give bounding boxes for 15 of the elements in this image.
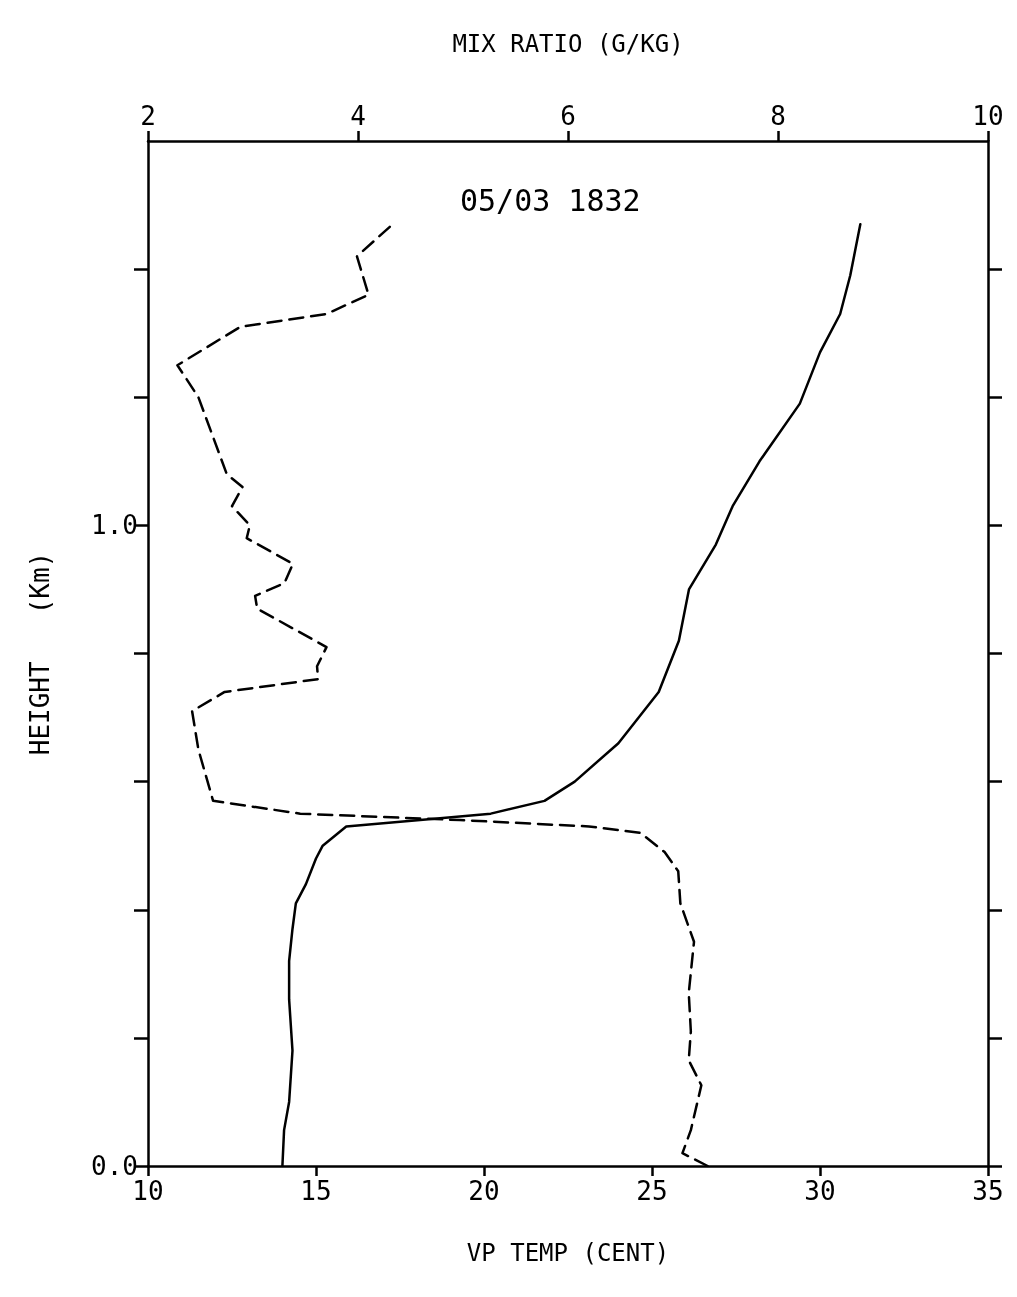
- x2-axis-title: MIX RATIO (G/KG): [452, 30, 684, 58]
- x-tick-label: 15: [300, 1176, 332, 1206]
- x2-tick-label: 6: [560, 101, 576, 131]
- x-tick-label: 30: [804, 1176, 836, 1206]
- x2-tick-label: 10: [972, 101, 1004, 131]
- x-tick-label: 25: [636, 1176, 668, 1206]
- text: 05/03 1832: [460, 182, 641, 218]
- x2-tick-label: 8: [770, 101, 786, 131]
- x-tick-label: 20: [468, 1176, 500, 1206]
- y-axis-title: HEIGHT (Km): [25, 551, 55, 756]
- y-tick-label: 1.0: [91, 510, 138, 541]
- x-axis-title: VP TEMP (CENT): [466, 1239, 670, 1267]
- x2-tick-label: 4: [350, 101, 366, 131]
- x-tick-label: 35: [972, 1176, 1004, 1206]
- x2-tick-label: 2: [140, 101, 156, 131]
